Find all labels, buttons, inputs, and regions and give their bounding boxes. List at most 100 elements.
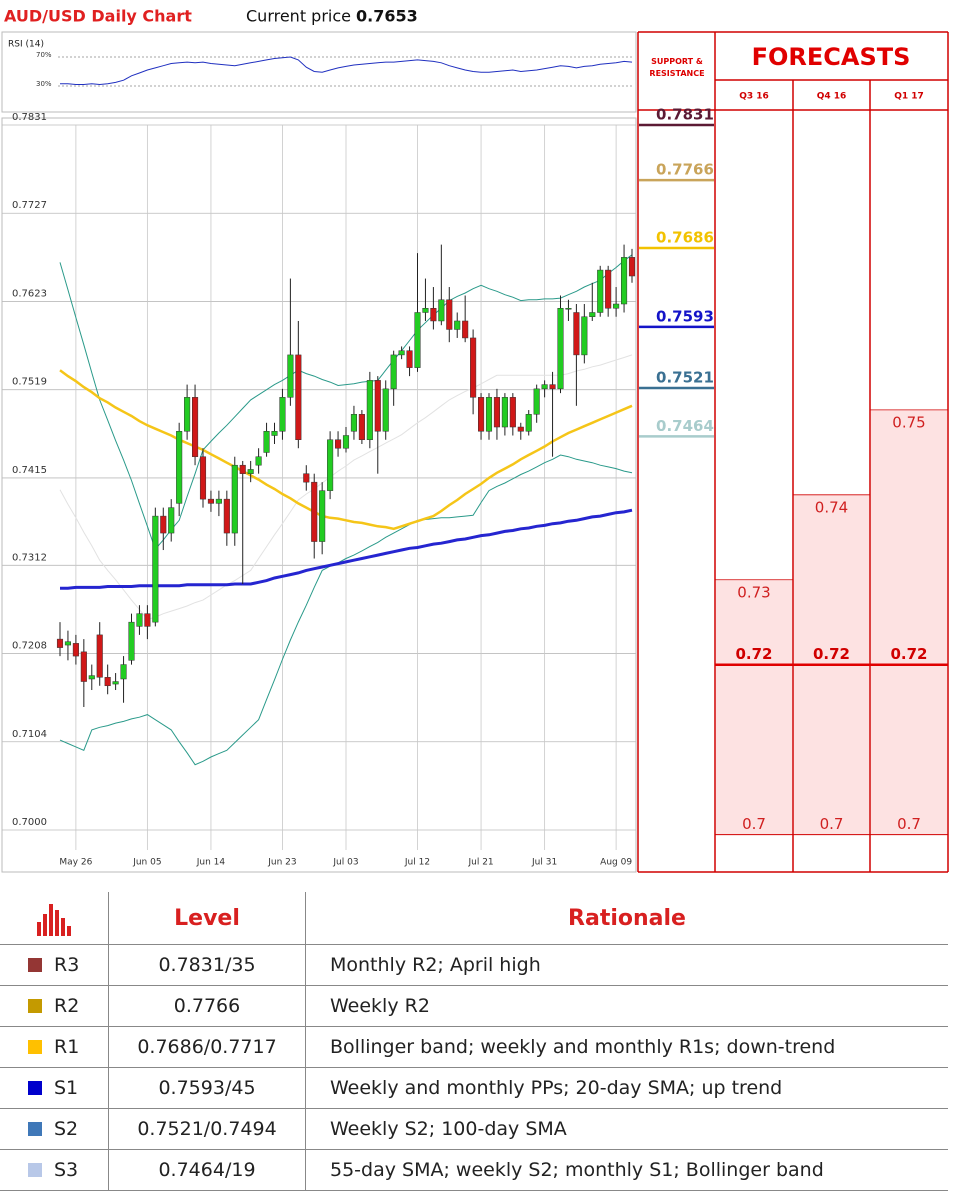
candle-body (406, 350, 413, 368)
forecast-high-label: 0.75 (892, 413, 925, 431)
y-tick-label: 0.7312 (12, 552, 47, 563)
rsi-tick-label: 70% (36, 51, 52, 59)
level-name: S2 (54, 1118, 79, 1140)
level-rationale: Weekly R2 (305, 985, 948, 1027)
candle-body (462, 320, 469, 339)
forecast-title: FORECASTS (752, 43, 911, 71)
candle-body (247, 469, 254, 474)
y-tick-label: 0.7519 (12, 377, 47, 388)
candle-body (72, 643, 79, 657)
level-swatch (28, 1163, 42, 1177)
level-value: 0.7686/0.7717 (108, 1026, 306, 1068)
level-swatch (28, 1122, 42, 1136)
level-rationale: 55-day SMA; weekly S2; monthly S1; Bolli… (305, 1149, 948, 1191)
candle-body (613, 303, 620, 309)
candle-body (382, 388, 389, 432)
candle-body (80, 651, 87, 682)
candle-body (605, 269, 612, 309)
candle-body (311, 481, 318, 542)
level-swatch (28, 1081, 42, 1095)
x-tick-label: Jun 05 (132, 858, 161, 868)
candle-body (493, 397, 500, 428)
plot-frame (1, 117, 637, 873)
candle-body (549, 384, 556, 390)
forecast-range (716, 579, 792, 835)
y-tick-label: 0.7623 (12, 288, 47, 299)
x-tick-label: Jul 03 (332, 858, 358, 868)
level-rationale: Monthly R2; April high (305, 944, 948, 986)
candle-body (319, 490, 326, 542)
forecast-quarter: Q4 16 (817, 92, 847, 102)
icon-cell (0, 892, 109, 945)
panel-borders (637, 31, 949, 873)
level-label: 0.7686 (656, 229, 714, 247)
y-tick-label: 0.7000 (12, 817, 47, 828)
candle-body (96, 634, 103, 678)
candle-body (239, 464, 246, 474)
candle-body (295, 354, 302, 440)
level-label: 0.7464 (656, 417, 714, 435)
candle-body (342, 435, 350, 449)
candle-body (398, 350, 405, 356)
level-swatch (28, 999, 42, 1013)
x-tick-label: Jul 21 (467, 858, 493, 868)
candle-body (509, 397, 516, 428)
candle-body (366, 380, 373, 440)
rsi-frame (1, 31, 637, 113)
candle-body (56, 638, 64, 648)
level-name: R1 (54, 1036, 80, 1058)
y-tick-label: 0.7415 (12, 465, 47, 476)
forecast-quarter: Q1 17 (894, 92, 924, 102)
candle-body (517, 426, 524, 432)
candle-body (176, 431, 183, 504)
candle-body (565, 307, 572, 310)
candle-body (501, 397, 508, 428)
forecast-range (871, 409, 947, 835)
candle-body (192, 397, 199, 457)
candle-body (184, 397, 191, 432)
candle-body (335, 439, 342, 449)
y-tick-label: 0.7208 (12, 641, 47, 652)
forecast-low-label: 0.7 (820, 815, 844, 833)
candle-body (525, 414, 532, 432)
candle-body (255, 456, 262, 466)
candle-body (478, 397, 485, 432)
candle-body (104, 677, 111, 687)
candle-body (207, 498, 214, 504)
bar-icon (37, 904, 71, 936)
level-name: S1 (54, 1077, 79, 1099)
level-name-cell: S1 (0, 1067, 109, 1109)
header-rationale: Rationale (305, 892, 948, 945)
table-row: S3 0.7464/19 55-day SMA; weekly S2; monthl… (0, 1149, 948, 1191)
forecast-low-label: 0.7 (742, 815, 766, 833)
rsi-title: RSI (14) (8, 40, 44, 50)
x-tick-label: Jun 14 (196, 858, 226, 868)
candle-body (438, 299, 445, 322)
table-row: S1 0.7593/45 Weekly and monthly PPs; 20-da… (0, 1067, 948, 1109)
level-name-cell: S2 (0, 1108, 109, 1150)
candle-body (215, 498, 222, 504)
candle-body (533, 388, 540, 415)
table-row: S2 0.7521/0.7494 Weekly S2; 100-day SMA (0, 1108, 948, 1150)
y-tick-label: 0.7831 (12, 112, 47, 123)
rsi-tick-label: 30% (36, 80, 52, 88)
candle-body (470, 337, 477, 398)
x-tick-label: Aug 09 (600, 858, 632, 868)
candle-body (88, 675, 95, 680)
rsi-line (60, 56, 633, 86)
candle-body (541, 384, 548, 390)
candle-body (374, 380, 381, 432)
x-tick-label: May 26 (59, 858, 92, 868)
table-row: R2 0.7766 Weekly R2 (0, 985, 948, 1027)
level-name: R3 (54, 954, 80, 976)
current-price-label: Current price (246, 7, 351, 26)
forecast-quarter: Q3 16 (739, 92, 769, 102)
candle-body (303, 473, 310, 483)
level-name-cell: R3 (0, 944, 109, 986)
forecast-low-label: 0.7 (897, 815, 921, 833)
candle-body (168, 507, 175, 534)
candle-body (112, 681, 119, 685)
candle-body (287, 354, 294, 398)
candle-body (358, 414, 365, 440)
